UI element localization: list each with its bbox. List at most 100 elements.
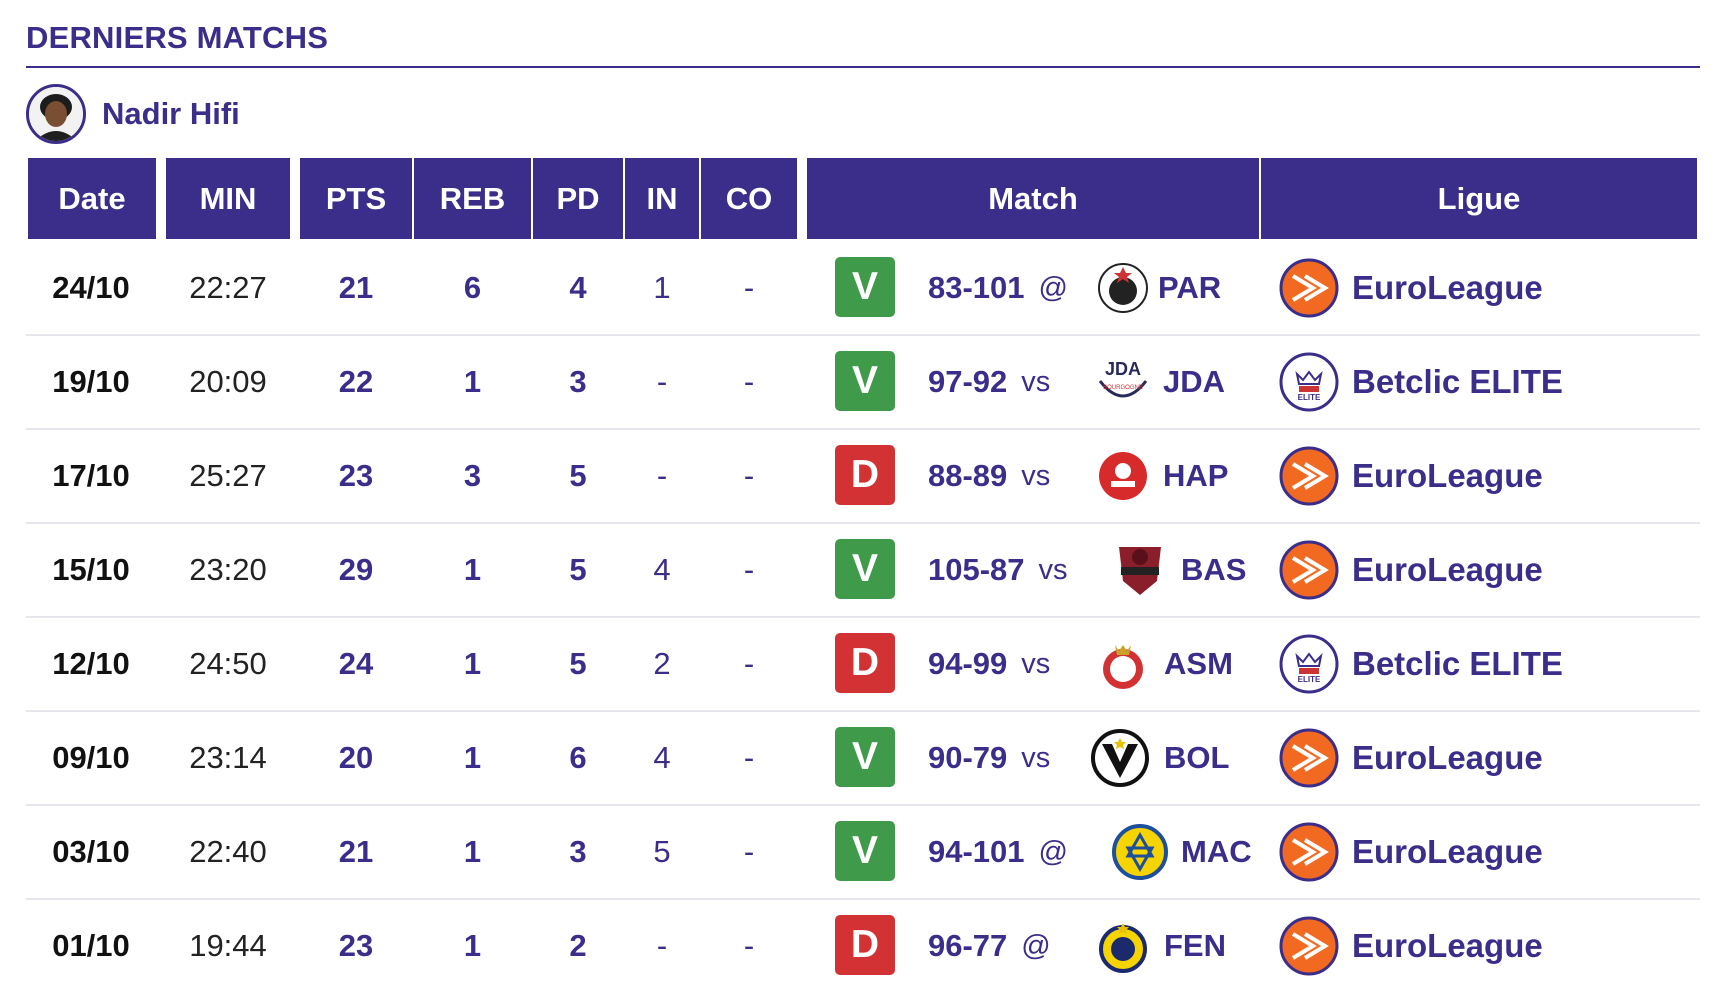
table-row[interactable]: 15/10 23:20 29 1 5 4 - V 105-87 vs BAS Eu… <box>26 524 1700 618</box>
col-reb[interactable]: REB <box>414 158 531 239</box>
result-badge: D <box>835 445 895 505</box>
match-score[interactable]: 94-99 vs <box>928 618 1050 710</box>
team-crest-icon <box>1110 540 1170 600</box>
cell-pd: 2 <box>569 928 587 963</box>
cell-date: 17/10 <box>52 458 130 493</box>
opponent-abbr[interactable]: JDA <box>1163 364 1226 399</box>
player-name[interactable]: Nadir Hifi <box>102 96 240 131</box>
svg-text:JDA: JDA <box>1105 359 1141 379</box>
euroleague-logo-icon <box>1279 258 1339 318</box>
col-match[interactable]: Match <box>807 158 1259 239</box>
cell-co: - <box>743 458 755 493</box>
venue-separator: vs <box>1021 459 1051 492</box>
result-badge: V <box>835 727 895 787</box>
cell-pts: 22 <box>338 364 374 399</box>
opponent-abbr[interactable]: FEN <box>1164 928 1226 963</box>
cell-pts: 29 <box>338 552 374 587</box>
match-score[interactable]: 94-101 @ <box>928 806 1068 898</box>
cell-min: 20:09 <box>189 364 267 399</box>
col-league[interactable]: Ligue <box>1261 158 1697 239</box>
cell-co: - <box>743 646 755 681</box>
title-divider <box>26 66 1700 68</box>
cell-pts: 23 <box>338 458 374 493</box>
match-score[interactable]: 105-87 vs <box>928 524 1068 616</box>
cell-pts: 21 <box>338 834 374 869</box>
match-score[interactable]: 83-101 @ <box>928 242 1068 334</box>
league-name[interactable]: EuroLeague <box>1352 269 1543 306</box>
cell-pd: 6 <box>569 740 587 775</box>
opponent-abbr[interactable]: BOL <box>1164 740 1230 775</box>
cell-min: 23:14 <box>189 740 267 775</box>
cell-pd: 4 <box>569 270 587 305</box>
cell-min: 19:44 <box>189 928 267 963</box>
cell-pd: 5 <box>569 552 587 587</box>
table-row[interactable]: 12/10 24:50 24 1 5 2 - D 94-99 vs ASM ELI… <box>26 618 1700 712</box>
match-score[interactable]: 96-77 @ <box>928 900 1051 992</box>
cell-date: 19/10 <box>52 364 130 399</box>
league-name[interactable]: EuroLeague <box>1352 739 1543 776</box>
cell-reb: 1 <box>463 364 482 399</box>
cell-reb: 1 <box>463 928 482 963</box>
player-header[interactable]: Nadir Hifi <box>26 84 240 144</box>
team-crest-icon <box>1093 634 1153 694</box>
score-value: 94-101 <box>928 834 1025 869</box>
euroleague-logo-icon <box>1279 540 1339 600</box>
venue-separator: vs <box>1021 647 1051 680</box>
cell-reb: 3 <box>463 458 482 493</box>
league-name[interactable]: EuroLeague <box>1352 927 1543 964</box>
result-badge: D <box>835 633 895 693</box>
col-min[interactable]: MIN <box>166 158 290 239</box>
cell-date: 09/10 <box>52 740 130 775</box>
col-date[interactable]: Date <box>28 158 156 239</box>
league-name[interactable]: EuroLeague <box>1352 457 1543 494</box>
cell-pd: 5 <box>569 458 587 493</box>
table-row[interactable]: 19/10 20:09 22 1 3 - - V 97-92 vs JDA BOUR… <box>26 336 1700 430</box>
cell-co: - <box>743 552 755 587</box>
league-name[interactable]: Betclic ELITE <box>1352 363 1563 400</box>
table-row[interactable]: 03/10 22:40 21 1 3 5 - V 94-101 @ MAC Eur… <box>26 806 1700 900</box>
euroleague-logo-icon <box>1279 446 1339 506</box>
cell-date: 24/10 <box>52 270 130 305</box>
player-avatar[interactable] <box>26 84 86 144</box>
svg-text:BOURGOGNE: BOURGOGNE <box>1103 385 1143 391</box>
opponent-abbr[interactable]: PAR <box>1158 270 1222 305</box>
opponent-abbr[interactable]: ASM <box>1164 646 1233 681</box>
opponent-abbr[interactable]: HAP <box>1163 458 1229 493</box>
col-in[interactable]: IN <box>625 158 699 239</box>
score-value: 96-77 <box>928 928 1008 963</box>
score-value: 94-99 <box>928 646 1008 681</box>
cell-pd: 3 <box>569 834 587 869</box>
venue-separator: @ <box>1038 271 1068 304</box>
cell-min: 24:50 <box>189 646 267 681</box>
cell-co: - <box>743 834 755 869</box>
col-pts[interactable]: PTS <box>300 158 412 239</box>
table-row[interactable]: 01/10 19:44 23 1 2 - - D 96-77 @ FEN Euro… <box>26 900 1700 992</box>
col-co[interactable]: CO <box>701 158 797 239</box>
cell-pd: 3 <box>569 364 587 399</box>
cell-in: - <box>656 458 668 493</box>
cell-reb: 1 <box>463 646 482 681</box>
team-crest-icon <box>1110 822 1170 882</box>
match-score[interactable]: 90-79 vs <box>928 712 1050 804</box>
league-name[interactable]: EuroLeague <box>1352 551 1543 588</box>
col-pd[interactable]: PD <box>533 158 623 239</box>
euroleague-logo-icon <box>1279 916 1339 976</box>
opponent-abbr[interactable]: BAS <box>1181 552 1247 587</box>
league-name[interactable]: Betclic ELITE <box>1352 645 1563 682</box>
betclic-elite-logo-icon: ELITE <box>1279 634 1339 694</box>
cell-in: 4 <box>653 552 671 587</box>
table-row[interactable]: 17/10 25:27 23 3 5 - - D 88-89 vs HAP Eur… <box>26 430 1700 524</box>
svg-text:ELITE: ELITE <box>1298 675 1321 684</box>
result-badge: V <box>835 821 895 881</box>
opponent-abbr[interactable]: MAC <box>1181 834 1252 869</box>
cell-in: 1 <box>653 270 671 305</box>
venue-separator: vs <box>1021 365 1051 398</box>
match-score[interactable]: 97-92 vs <box>928 336 1050 428</box>
table-row[interactable]: 09/10 23:14 20 1 6 4 - V 90-79 vs BOL Eur… <box>26 712 1700 806</box>
table-row[interactable]: 24/10 22:27 21 6 4 1 - V 83-101 @ PAR Eur… <box>26 242 1700 336</box>
score-value: 90-79 <box>928 740 1008 775</box>
cell-co: - <box>743 740 755 775</box>
match-score[interactable]: 88-89 vs <box>928 430 1050 522</box>
league-name[interactable]: EuroLeague <box>1352 833 1543 870</box>
